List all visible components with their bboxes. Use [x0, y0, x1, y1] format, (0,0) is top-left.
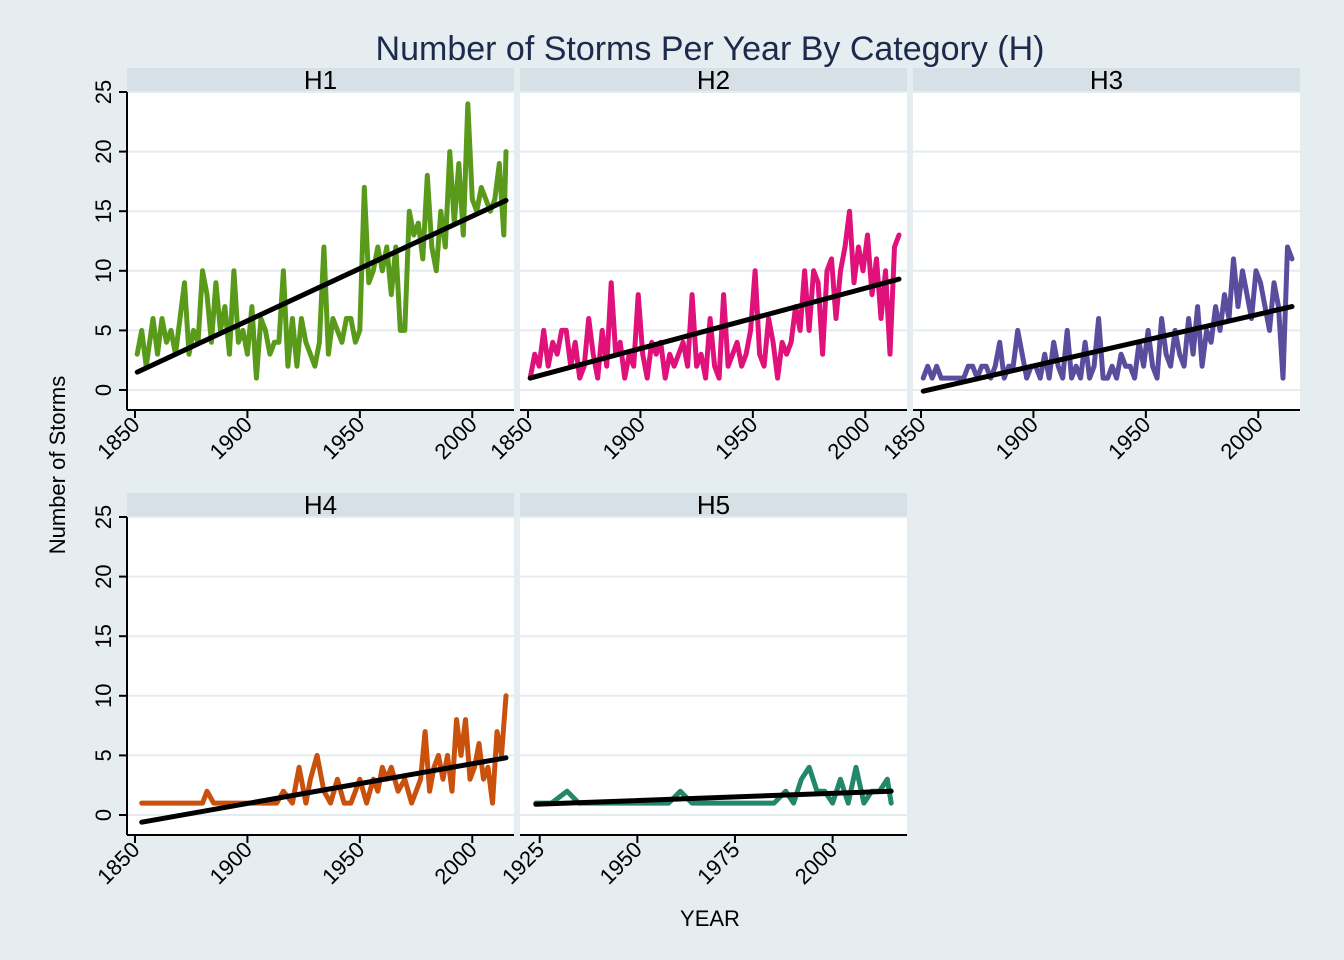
strip-label-H4: H4	[304, 490, 337, 520]
strip-H1	[127, 68, 514, 92]
y-tick-label: 25	[91, 80, 116, 104]
plot-area-H1	[127, 92, 514, 410]
plot-area-H4	[127, 517, 514, 835]
y-tick-label: 10	[91, 684, 116, 708]
series-line-H2	[527, 208, 902, 381]
strip-H3	[913, 68, 1300, 92]
series-line-H3	[920, 244, 1295, 381]
plot-area-H5	[520, 517, 907, 835]
strip-label-H1: H1	[304, 65, 337, 95]
strip-H2	[520, 68, 907, 92]
y-tick-label: 15	[91, 624, 116, 648]
trend-line-H5	[533, 788, 894, 807]
trend-line-H4	[139, 755, 509, 825]
y-tick-label: 20	[91, 564, 116, 588]
y-tick-label: 0	[91, 809, 116, 821]
trend-line-H2	[527, 276, 902, 381]
x-axis-title: YEAR	[680, 906, 740, 931]
strip-H4	[127, 493, 514, 517]
y-tick-label: 0	[91, 384, 116, 396]
strip-H5	[520, 493, 907, 517]
strip-label-H5: H5	[697, 490, 730, 520]
chart-title: Number of Storms Per Year By Category (H…	[376, 30, 1045, 68]
y-tick-label: 10	[91, 259, 116, 283]
y-axis-title: Number of Storms	[45, 376, 70, 555]
y-tick-label: 5	[91, 749, 116, 761]
y-tick-label: 20	[91, 139, 116, 163]
y-tick-label: 15	[91, 199, 116, 223]
y-tick-label: 25	[91, 505, 116, 529]
trend-line-H3	[920, 304, 1295, 394]
series-line-H1	[134, 101, 509, 381]
strip-label-H2: H2	[697, 65, 730, 95]
trend-line-H1	[134, 197, 509, 375]
y-tick-label: 5	[91, 324, 116, 336]
series-line-H4	[139, 693, 509, 806]
plot-area-H3	[913, 92, 1300, 410]
strip-label-H3: H3	[1090, 65, 1123, 95]
